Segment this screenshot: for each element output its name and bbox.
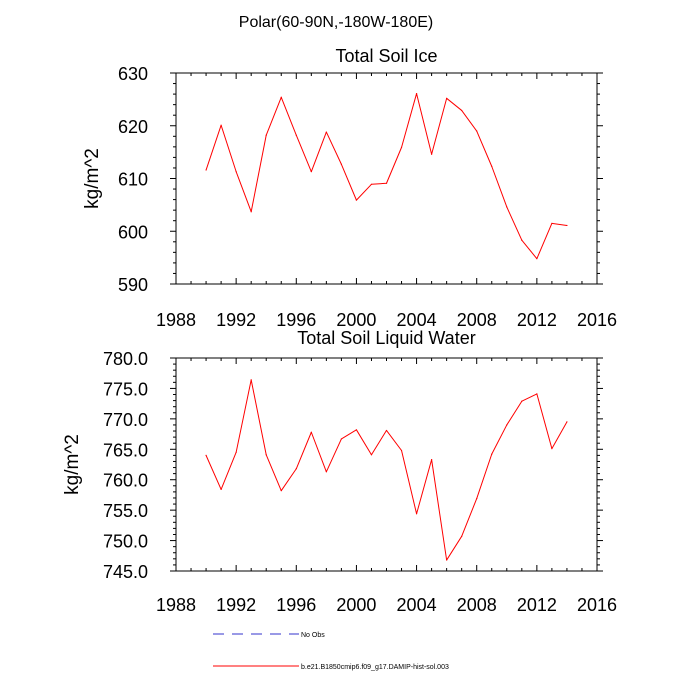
data-point [265, 454, 267, 456]
y-tick-label: 765.0 [103, 440, 148, 460]
y-tick-label: 600 [118, 222, 148, 242]
y-tick-label: 590 [118, 275, 148, 295]
data-point [220, 488, 222, 491]
data-point [205, 169, 207, 171]
data-point [370, 454, 373, 456]
data-point [355, 199, 358, 201]
data-point [400, 146, 403, 148]
y-tick-label: 610 [118, 170, 148, 190]
y-tick-label: 745.0 [103, 562, 148, 582]
data-point [235, 451, 237, 453]
data-point [521, 400, 523, 402]
x-tick-label: 2008 [457, 595, 497, 615]
series-line [205, 379, 568, 561]
x-tick-label: 2000 [336, 595, 376, 615]
data-point [461, 109, 463, 112]
data-point [280, 96, 282, 98]
legend-no-obs-label: No Obs [301, 632, 325, 639]
x-tick-label: 1988 [156, 595, 196, 615]
data-point [370, 183, 373, 185]
data-point [476, 130, 478, 132]
data-point [415, 513, 418, 515]
data-point [491, 453, 493, 455]
x-tick-label: 1996 [276, 595, 316, 615]
data-point [536, 258, 538, 260]
page-title: Polar(60-90N,-180W-180E) [239, 14, 433, 31]
data-point [250, 211, 252, 213]
x-tick-label: 1996 [276, 310, 316, 330]
x-tick-label: 2004 [397, 595, 437, 615]
data-point [446, 559, 448, 561]
data-point [280, 490, 282, 492]
data-point [340, 438, 342, 440]
y-tick-label: 620 [118, 117, 148, 137]
data-point [461, 535, 463, 537]
data-point [295, 134, 297, 136]
legend-model-label: b.e21.B1850cmip6.f09_g17.DAMIP-hist-sol.… [301, 664, 449, 671]
data-point [476, 497, 478, 500]
data-point [325, 471, 327, 473]
x-tick-label: 2012 [517, 595, 557, 615]
x-tick-label: 2016 [577, 595, 617, 615]
data-point [536, 393, 538, 395]
y-tick-label: 630 [118, 64, 148, 84]
data-point [205, 454, 207, 456]
data-point [431, 459, 433, 461]
data-point [235, 171, 237, 173]
chart-title: Total Soil Ice [335, 46, 437, 66]
data-point [446, 97, 448, 99]
data-point [220, 124, 222, 126]
data-point [400, 449, 403, 452]
data-point [491, 165, 493, 167]
data-point [566, 224, 568, 227]
y-tick-label: 760.0 [103, 471, 148, 491]
data-point [506, 206, 508, 208]
data-point [431, 153, 433, 155]
data-point [310, 431, 312, 433]
y-axis-label: kg/m^2 [82, 148, 103, 209]
y-tick-label: 750.0 [103, 532, 148, 552]
y-tick-label: 775.0 [103, 379, 148, 399]
legend: No Obs b.e21.B1850cmip6.f09_g17.DAMIP-hi… [213, 632, 449, 671]
x-tick-label: 1988 [156, 310, 196, 330]
x-tick-label: 2012 [517, 310, 557, 330]
data-point [310, 171, 312, 173]
data-point [325, 131, 327, 133]
data-point [521, 239, 523, 241]
y-tick-label: 780.0 [103, 349, 148, 369]
data-point [415, 92, 418, 95]
data-point [566, 421, 568, 423]
y-tick-label: 770.0 [103, 410, 148, 430]
data-point [250, 379, 252, 381]
chart-total-soil-liquid-water: Total Soil Liquid Water 1988 1992 1996 2000 2… [62, 328, 617, 615]
data-point [295, 468, 297, 470]
data-point [385, 429, 388, 432]
series-line [205, 93, 567, 260]
y-axis-label: kg/m^2 [62, 434, 83, 495]
y-tick-label: 755.0 [103, 501, 148, 521]
x-tick-label: 2000 [336, 310, 376, 330]
x-tick-label: 2004 [397, 310, 437, 330]
data-point [551, 448, 553, 450]
data-point [385, 182, 388, 184]
plot-frame [175, 357, 598, 572]
x-tick-label: 2008 [457, 310, 497, 330]
data-point [551, 222, 553, 224]
data-point [355, 429, 358, 431]
data-point [340, 163, 342, 165]
x-tick-label: 1992 [216, 595, 256, 615]
x-tick-label: 1992 [216, 310, 256, 330]
chart-total-soil-ice: Total Soil Ice 1988 1992 1996 2000 2004 2008 20… [82, 46, 617, 330]
data-point [265, 134, 267, 136]
data-point [506, 424, 508, 426]
x-tick-label: 2016 [577, 310, 617, 330]
chart-title: Total Soil Liquid Water [297, 328, 475, 348]
